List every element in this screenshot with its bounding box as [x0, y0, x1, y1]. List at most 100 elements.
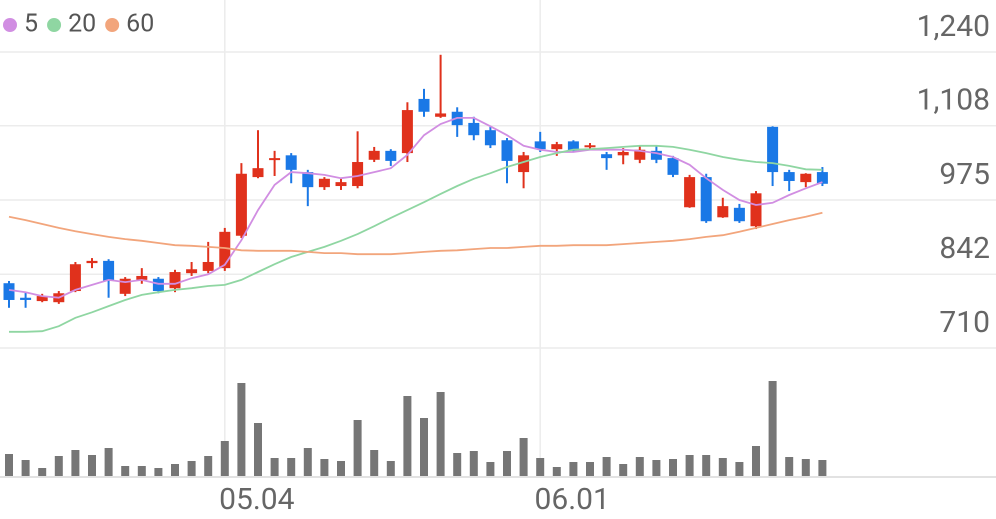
volume-bar: [453, 453, 462, 476]
legend-dot: [105, 18, 120, 32]
candle-body: [152, 278, 164, 292]
volume-bar: [469, 451, 478, 476]
volume-bar: [635, 457, 644, 476]
candle-body: [567, 141, 579, 151]
volume-bar: [38, 468, 47, 476]
volume-bar: [370, 450, 379, 476]
volume-bar: [386, 461, 395, 476]
candle-body: [36, 296, 48, 302]
volume-bar: [420, 418, 428, 476]
volume-bar: [337, 461, 345, 476]
candle-body: [518, 155, 530, 173]
candle-body: [335, 182, 347, 187]
volume-bar: [652, 460, 661, 476]
volume-bar: [536, 458, 545, 476]
volume-bar: [436, 392, 445, 476]
candle-body: [601, 154, 613, 159]
candle-body: [20, 297, 32, 300]
candle-body: [800, 173, 812, 183]
y-tick-label: 710: [939, 305, 990, 340]
volume-bar: [71, 450, 80, 476]
candle-body: [584, 145, 596, 148]
candle-body: [501, 140, 513, 161]
volume-bar: [88, 455, 96, 476]
candle-body: [302, 172, 314, 188]
candle-body: [634, 149, 646, 160]
candle-body: [235, 173, 247, 236]
volume-bar: [685, 455, 694, 476]
candle-body: [534, 141, 546, 150]
volume-bar: [486, 462, 495, 476]
candle-body: [650, 150, 662, 160]
legend-label: 5: [24, 10, 38, 39]
candle-body: [119, 278, 131, 294]
volume-bar: [254, 423, 262, 476]
candle-body: [352, 162, 364, 187]
ma-line: [8, 117, 823, 299]
candle-body: [3, 283, 15, 300]
volume-bar: [54, 456, 63, 476]
y-tick-label: 842: [939, 231, 990, 266]
candle-body: [186, 269, 198, 274]
candle-body: [69, 264, 81, 292]
volume-bar: [287, 458, 296, 476]
ma-line: [8, 211, 823, 256]
volume-bar: [702, 455, 711, 476]
candle-body: [169, 272, 181, 289]
candle-body: [767, 126, 779, 173]
candle-body: [484, 130, 496, 146]
candle-body: [684, 177, 696, 208]
ma-line: [9, 144, 823, 333]
volume-bar: [586, 462, 594, 476]
legend-label: 60: [126, 10, 154, 39]
volume-bar: [569, 462, 578, 476]
candle-body: [667, 158, 679, 175]
volume-bar: [104, 448, 113, 476]
volume-bar: [801, 459, 810, 476]
volume-bar: [768, 381, 777, 476]
candle-body: [783, 172, 795, 182]
volume-bar: [735, 462, 744, 476]
volume-bar: [752, 446, 760, 476]
legend-dot: [47, 18, 62, 32]
volume-bar: [602, 457, 611, 476]
legend-dot: [3, 18, 17, 32]
candle-body: [750, 193, 762, 227]
candle-body: [368, 150, 380, 160]
y-tick-label: 1,108: [917, 83, 990, 118]
candle-body: [717, 206, 729, 218]
volume-bar: [270, 458, 279, 476]
x-tick-label: 05.04: [219, 482, 294, 517]
volume-bar: [403, 396, 412, 476]
candle-body: [86, 260, 98, 264]
volume-bar: [320, 459, 329, 476]
candle-body: [733, 207, 745, 222]
volume-bar: [121, 466, 130, 476]
candle-body: [103, 260, 115, 281]
volume-bar: [552, 467, 561, 476]
volume-bar: [669, 459, 677, 476]
candle-body: [318, 178, 330, 188]
volume-bar: [818, 460, 827, 476]
volume-bar: [137, 466, 146, 476]
volume-bar: [619, 464, 628, 476]
x-tick-label: 06.01: [535, 482, 610, 517]
candle-body: [252, 168, 264, 178]
volume-bar: [5, 454, 13, 476]
candle-body: [435, 113, 447, 117]
volume-bar: [503, 451, 511, 476]
volume-bar: [237, 383, 246, 476]
volume-bar: [220, 441, 229, 476]
candle-body: [468, 122, 480, 136]
volume-bar: [353, 420, 362, 476]
candle-body: [617, 151, 629, 156]
volume-bar: [519, 438, 528, 476]
candle-body: [401, 110, 413, 154]
volume-bar: [785, 457, 794, 476]
volume-bar: [204, 456, 213, 476]
candle-body: [269, 158, 281, 161]
candle-body: [202, 261, 214, 271]
volume-bar: [171, 464, 179, 476]
volume-bar: [187, 461, 196, 476]
y-tick-label: 975: [939, 157, 990, 192]
